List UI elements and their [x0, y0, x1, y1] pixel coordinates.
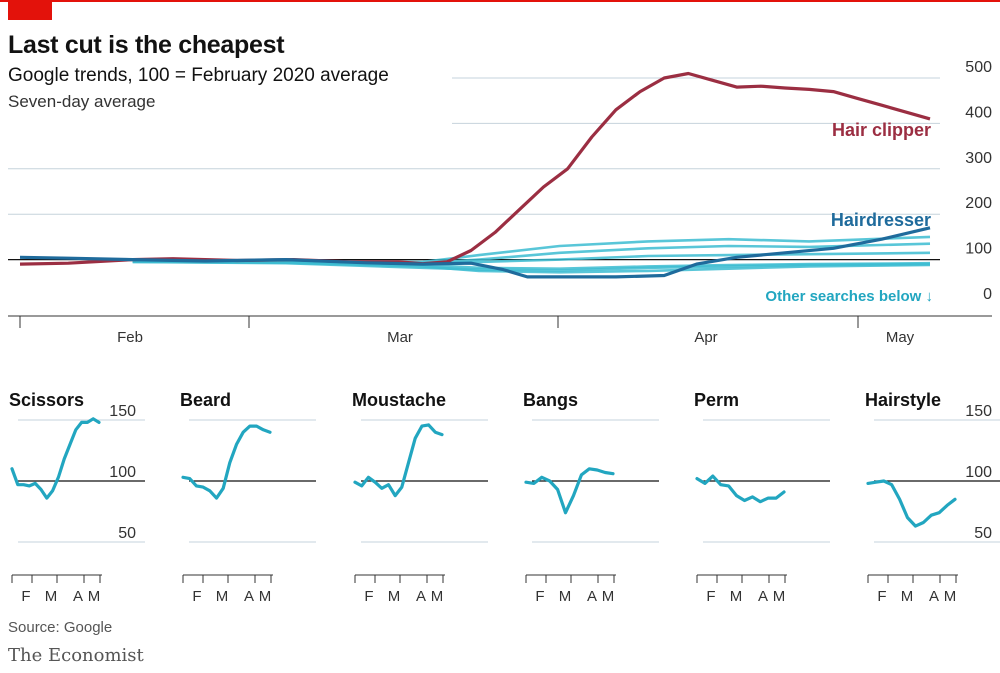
panel-y-tick-label: 50 — [974, 525, 992, 542]
panel-x-tick-label: F — [706, 588, 715, 605]
x-tick-label: Mar — [387, 329, 413, 346]
panel-x-tick-label: M — [773, 588, 786, 605]
panel-x-tick-label: M — [259, 588, 272, 605]
panel-x-tick-label: F — [877, 588, 886, 605]
panel-y-tick-label: 100 — [109, 464, 136, 481]
panel-x-tick-label: M — [901, 588, 914, 605]
panel-y-tick-label: 50 — [118, 525, 136, 542]
panel-x-tick-label: A — [73, 588, 83, 605]
hair-clipper-label: Hair clipper — [832, 120, 931, 140]
panel-x-tick-label: A — [416, 588, 426, 605]
y-tick-label: 0 — [983, 286, 992, 303]
source-note: Source: Google — [8, 619, 113, 636]
y-tick-label: 400 — [965, 104, 992, 121]
y-tick-label: 300 — [965, 150, 992, 167]
panel-series-line — [524, 467, 615, 515]
panel-x-tick-label: M — [559, 588, 572, 605]
panel-y-tick-label: 150 — [965, 403, 992, 420]
panel-title: Beard — [180, 390, 231, 410]
panel-series-line — [353, 423, 444, 498]
panel-y-tick-label: 150 — [109, 403, 136, 420]
panel-series-line — [866, 479, 957, 528]
panel-series-line — [10, 417, 101, 500]
panel-title: Perm — [694, 390, 739, 410]
panel-x-tick-label: F — [364, 588, 373, 605]
other-searches-line — [132, 260, 931, 272]
y-tick-label: 100 — [965, 241, 992, 258]
panel-x-tick-label: M — [602, 588, 615, 605]
panel-title: Hairstyle — [865, 390, 941, 410]
panel-x-tick-label: M — [730, 588, 743, 605]
panel-series-line — [181, 424, 272, 500]
panel-x-tick-label: M — [944, 588, 957, 605]
panel-x-tick-label: F — [535, 588, 544, 605]
chart-subtitle: Google trends, 100 = February 2020 avera… — [8, 65, 389, 86]
y-tick-label: 500 — [965, 59, 992, 76]
panel-title: Scissors — [9, 390, 84, 410]
panel-x-tick-label: A — [929, 588, 939, 605]
panel-x-tick-label: M — [388, 588, 401, 605]
brand-tag — [8, 0, 52, 20]
chart-note: Seven-day average — [8, 92, 156, 111]
chart-title: Last cut is the cheapest — [8, 31, 285, 59]
panel-x-tick-label: A — [587, 588, 597, 605]
x-tick-label: May — [886, 329, 915, 346]
panel-x-tick-label: M — [88, 588, 101, 605]
other-searches-label: Other searches below ↓ — [765, 288, 933, 305]
panel-title: Moustache — [352, 390, 446, 410]
panel-x-tick-label: M — [431, 588, 444, 605]
x-tick-label: Feb — [117, 329, 143, 346]
panel-title: Bangs — [523, 390, 578, 410]
panel-x-tick-label: A — [244, 588, 254, 605]
y-tick-label: 200 — [965, 195, 992, 212]
panel-y-tick-label: 100 — [965, 464, 992, 481]
panel-series-line — [695, 474, 786, 504]
top-rule — [0, 0, 1000, 2]
panel-x-tick-label: M — [216, 588, 229, 605]
publisher-logo: The Economist — [8, 645, 144, 666]
panel-x-tick-label: F — [192, 588, 201, 605]
panel-x-tick-label: F — [21, 588, 30, 605]
panel-x-tick-label: A — [758, 588, 768, 605]
x-tick-label: Apr — [694, 329, 717, 346]
hairdresser-label: Hairdresser — [831, 210, 931, 230]
panel-x-tick-label: M — [45, 588, 58, 605]
hairdresser-line — [19, 226, 931, 279]
